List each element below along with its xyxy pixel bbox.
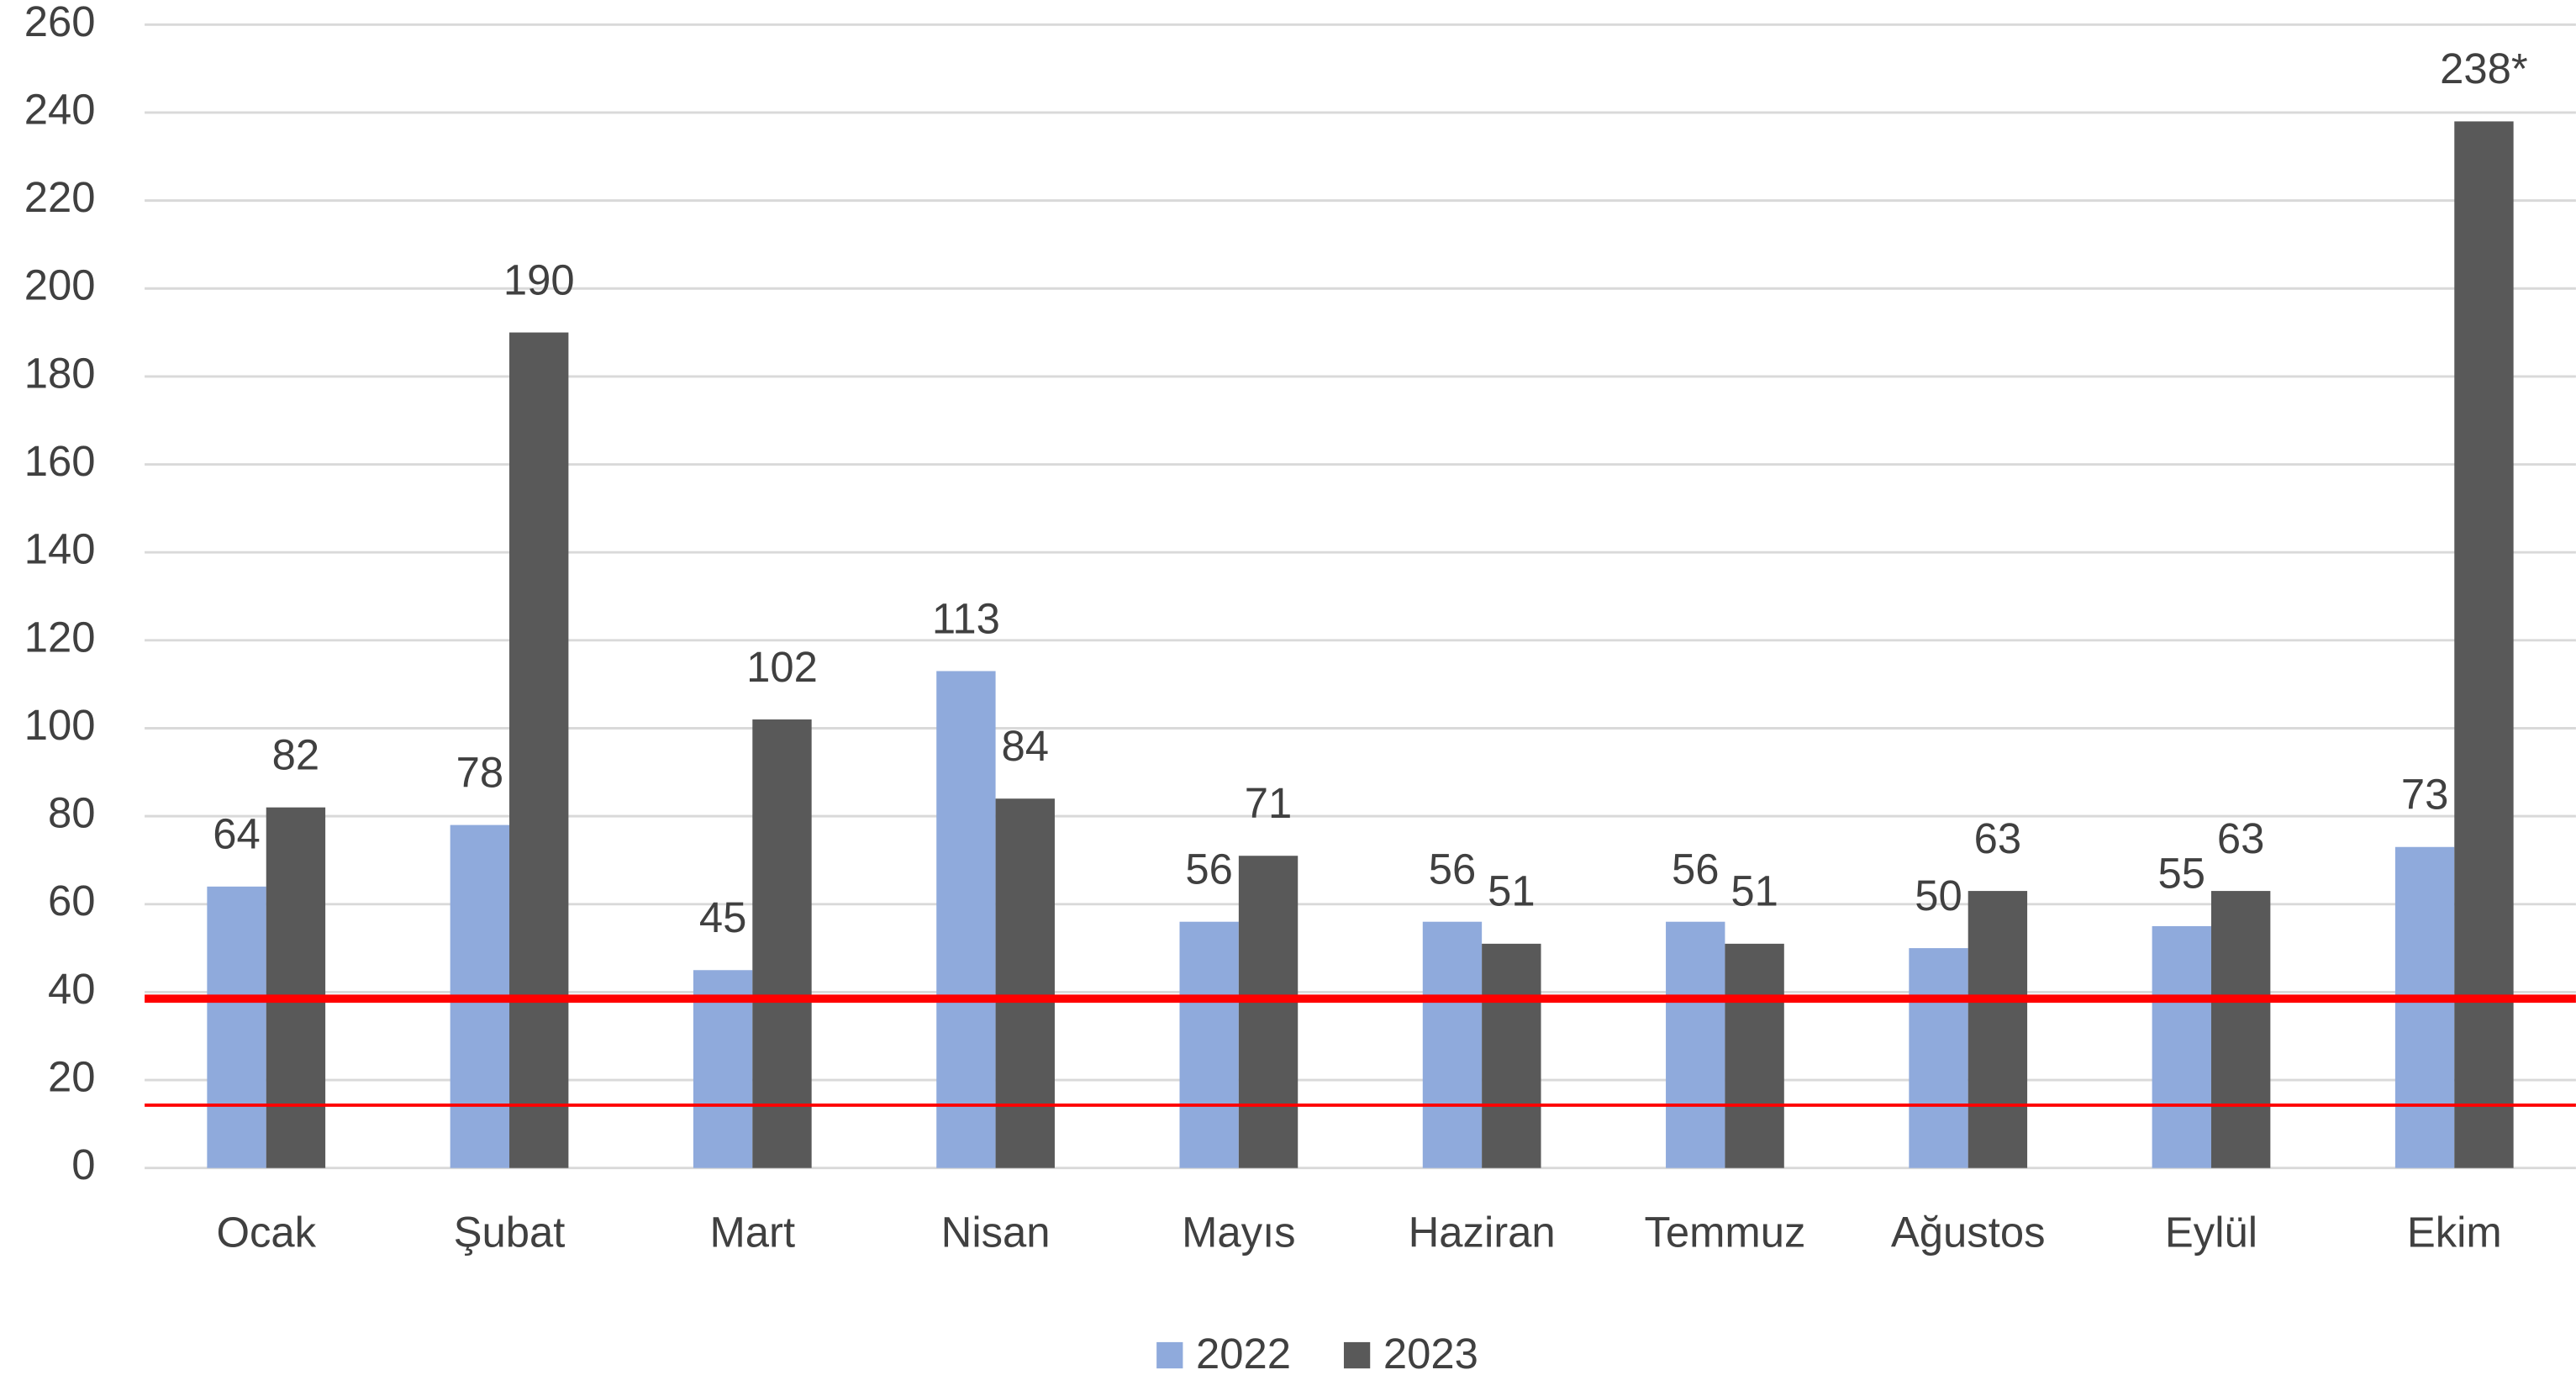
y-tick-label: 0 [71,1141,95,1188]
y-tick-label: 80 [48,789,96,837]
legend-label: 2022 [1196,1330,1291,1375]
y-tick-label: 100 [24,701,96,749]
x-tick-label: Ekim [2407,1208,2502,1256]
data-label: 63 [1974,814,2022,862]
data-label: 113 [932,594,1000,642]
data-label: 190 [503,256,575,303]
data-label: 71 [1245,779,1293,827]
y-tick-label: 120 [24,613,96,661]
y-tick-label: 40 [48,965,96,1013]
data-label: 78 [456,748,504,796]
data-label: 102 [746,643,818,691]
x-tick-label: Ocak [216,1208,316,1256]
y-tick-label: 200 [24,261,96,309]
bar [1968,891,2028,1168]
data-label: 64 [213,810,261,858]
bar [1422,921,1483,1168]
bar [693,970,753,1168]
legend-swatch [1156,1341,1183,1369]
bar [266,807,326,1168]
bar [2394,846,2455,1168]
y-tick-label: 60 [48,877,96,925]
y-tick-label: 20 [48,1052,96,1100]
data-label: 238* [2440,45,2528,92]
legend-label: 2023 [1383,1330,1478,1375]
x-tick-label: Haziran [1409,1208,1556,1256]
data-label: 51 [1488,867,1536,915]
x-tick-label: Mart [709,1208,795,1256]
bar [1179,921,1239,1168]
data-label: 50 [1915,872,1962,919]
y-tick-label: 260 [24,0,96,45]
y-tick-label: 240 [24,85,96,133]
data-label: 56 [1672,845,1720,893]
bar [207,886,266,1168]
x-tick-label: Şubat [454,1208,566,1256]
bar [2210,891,2271,1168]
bar [509,332,569,1168]
data-label: 45 [699,893,747,941]
bar [1482,943,1541,1168]
bar [2152,925,2211,1168]
data-label: 51 [1731,867,1778,915]
data-label: 82 [272,730,320,778]
data-label: 55 [2158,850,2206,898]
bar [752,719,812,1168]
y-tick-label: 160 [24,437,96,485]
x-tick-label: Ağustos [1891,1208,2046,1256]
y-tick-label: 180 [24,349,96,397]
bar [936,671,996,1168]
y-tick-label: 220 [24,173,96,221]
bar [1725,943,1784,1168]
bar [995,798,1055,1168]
y-tick-label: 140 [24,525,96,573]
x-tick-label: Eylül [2165,1208,2257,1256]
bar [1909,948,1968,1168]
x-tick-label: Mayıs [1182,1208,1295,1256]
bar [1666,921,1725,1168]
data-label: 56 [1185,845,1233,893]
data-label: 63 [2217,814,2265,862]
bar [2454,121,2514,1168]
bar [1238,856,1299,1168]
legend-swatch [1343,1341,1371,1369]
data-label: 73 [2401,771,2449,819]
data-label: 56 [1429,845,1477,893]
x-tick-label: Nisan [941,1208,1051,1256]
data-label: 84 [1002,722,1050,770]
x-tick-label: Temmuz [1644,1208,1805,1256]
